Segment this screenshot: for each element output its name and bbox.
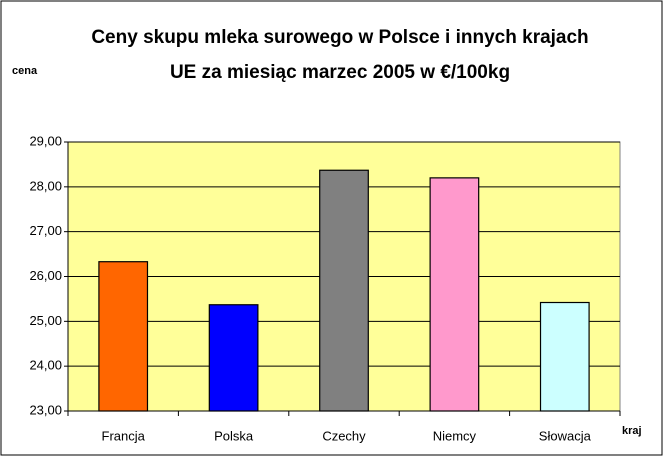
- y-tick-label: 23,00: [29, 402, 62, 417]
- y-tick-label: 24,00: [29, 358, 62, 373]
- y-tick-label: 28,00: [29, 178, 62, 193]
- y-tick-label: 26,00: [29, 268, 62, 283]
- bar: [539, 301, 590, 412]
- chart-title-line: UE za miesiąc marzec 2005 w €/100kg: [170, 62, 510, 83]
- x-tick-label: Francja: [102, 428, 146, 443]
- bar: [98, 261, 149, 412]
- x-axis-label: kraj: [622, 425, 642, 437]
- bar: [208, 304, 259, 412]
- bar: [319, 169, 369, 412]
- y-tick-label: 25,00: [29, 313, 62, 328]
- y-axis-label: cena: [12, 65, 38, 77]
- x-tick-label: Polska: [214, 428, 254, 443]
- bar: [429, 177, 480, 412]
- x-tick-label: Słowacja: [539, 428, 592, 443]
- y-tick-label: 27,00: [29, 223, 62, 238]
- chart-title-line: Ceny skupu mleka surowego w Polsce i inn…: [91, 27, 588, 48]
- x-tick-label: Czechy: [322, 428, 366, 443]
- x-tick-label: Niemcy: [433, 428, 477, 443]
- y-tick-label: 29,00: [29, 133, 62, 148]
